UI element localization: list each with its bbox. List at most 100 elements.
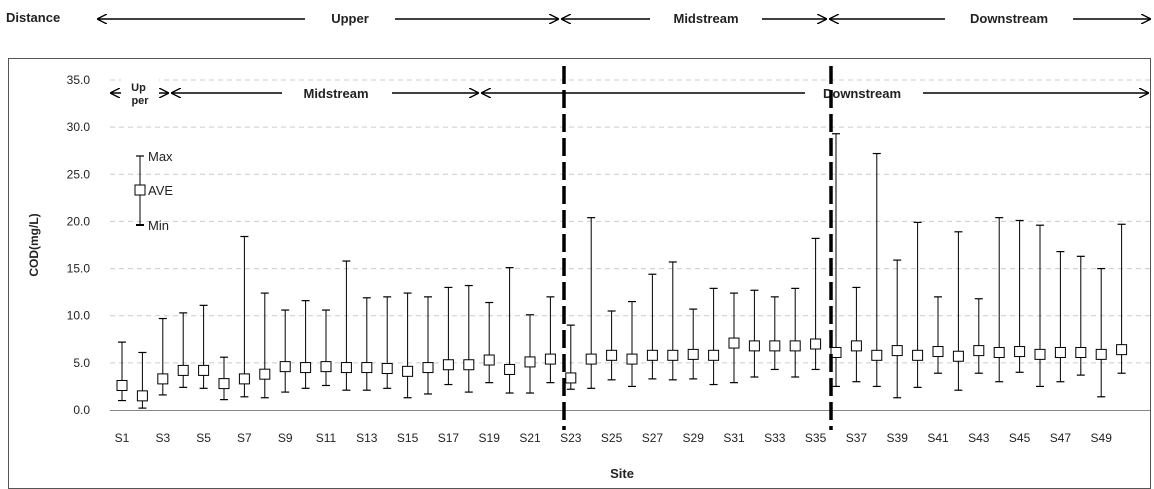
x-tick-label: S9 — [278, 431, 293, 445]
x-tick-label: S5 — [196, 431, 211, 445]
site-mark-s28 — [667, 261, 679, 381]
ave-marker — [585, 353, 597, 365]
ave-marker — [504, 363, 516, 375]
ave-marker — [626, 353, 638, 365]
x-tick-label: S15 — [397, 431, 419, 445]
ave-marker — [646, 349, 658, 361]
x-tick-label: S47 — [1050, 431, 1072, 445]
ave-marker — [748, 340, 760, 352]
ave-marker — [912, 349, 924, 361]
site-mark-s23 — [565, 324, 577, 390]
y-tick-label: 35.0 — [67, 73, 91, 87]
x-tick-label: S1 — [115, 431, 130, 445]
x-axis-title: Site — [610, 466, 634, 481]
inner-label-upper: Up per — [131, 82, 149, 107]
ave-marker — [973, 345, 985, 357]
x-tick-label: S19 — [479, 431, 501, 445]
x-tick-label: S45 — [1009, 431, 1031, 445]
grid — [110, 79, 1150, 364]
ave-marker — [1075, 346, 1087, 358]
site-mark-s27 — [646, 273, 658, 380]
x-tick-label: S39 — [887, 431, 909, 445]
banner-label-downstream: Downstream — [970, 11, 1048, 26]
ave-marker — [830, 346, 842, 358]
site-mark-s8 — [259, 292, 271, 399]
x-tick-label: S3 — [155, 431, 170, 445]
site-mark-s15 — [402, 292, 414, 399]
ave-marker — [402, 365, 414, 377]
banner-label-midstream: Midstream — [673, 11, 738, 26]
y-tick-label: 0.0 — [73, 403, 90, 417]
ave-marker — [116, 379, 128, 391]
ave-marker — [238, 373, 250, 385]
legend-min: Min — [148, 218, 169, 233]
x-axis-ticks: S1 S3 S5 S7 S9 S11 S13 S15 S17 S19 S21 S23 S25 S27 S29… — [115, 431, 1113, 445]
ave-marker — [381, 363, 393, 375]
chart-frame — [8, 58, 1151, 489]
site-mark-s2 — [136, 351, 148, 409]
x-tick-label: S11 — [316, 431, 337, 445]
site-mark-s38 — [871, 152, 883, 388]
site-mark-s33 — [769, 296, 781, 371]
site-mark-s13 — [361, 297, 373, 391]
x-tick-label: S43 — [968, 431, 990, 445]
site-mark-s22 — [544, 296, 556, 384]
site-mark-s42 — [952, 231, 964, 391]
x-tick-label: S41 — [927, 431, 949, 445]
ave-marker — [1095, 348, 1107, 360]
site-mark-s14 — [381, 296, 393, 389]
ave-marker — [259, 368, 271, 380]
ave-marker — [320, 361, 332, 373]
site-mark-s1 — [116, 341, 128, 402]
site-mark-s30 — [708, 287, 720, 386]
site-mark-s48 — [1075, 255, 1087, 376]
ave-marker — [708, 349, 720, 361]
ave-marker — [667, 349, 679, 361]
site-mark-s34 — [789, 287, 801, 378]
site-mark-s25 — [606, 310, 618, 381]
site-mark-s19 — [483, 301, 495, 384]
x-tick-label: S31 — [723, 431, 745, 445]
site-mark-s9 — [279, 309, 291, 393]
x-tick-label: S21 — [519, 431, 541, 445]
x-tick-label: S17 — [438, 431, 460, 445]
site-mark-s11 — [320, 309, 332, 387]
ave-marker — [932, 346, 944, 358]
ave-marker — [1034, 348, 1046, 360]
ave-marker — [728, 337, 740, 349]
ave-marker — [891, 345, 903, 357]
site-mark-s12 — [340, 260, 352, 391]
site-mark-s4 — [177, 312, 189, 388]
ave-marker — [524, 356, 536, 368]
banner-label-upper: Upper — [331, 11, 369, 26]
legend-ave: AVE — [148, 183, 173, 198]
site-mark-s16 — [422, 296, 434, 395]
y-tick-label: 25.0 — [67, 167, 91, 181]
ave-marker — [340, 362, 352, 374]
site-mark-s46 — [1034, 224, 1046, 388]
site-mark-s18 — [463, 284, 475, 393]
site-mark-s39 — [891, 259, 903, 399]
site-mark-s7 — [238, 235, 250, 398]
x-tick-label: S29 — [683, 431, 705, 445]
site-mark-s41 — [932, 296, 944, 374]
y-axis-title: COD(mg/L) — [27, 213, 41, 276]
site-mark-s47 — [1054, 251, 1066, 383]
ave-marker — [871, 349, 883, 361]
ave-marker — [218, 378, 230, 390]
ave-marker — [442, 359, 454, 371]
site-mark-s6 — [218, 356, 230, 401]
site-mark-s43 — [973, 298, 985, 374]
ave-marker — [157, 373, 169, 385]
x-tick-label: S25 — [601, 431, 623, 445]
site-mark-s3 — [157, 317, 169, 396]
ave-marker — [279, 361, 291, 373]
ave-marker — [300, 362, 312, 374]
y-tick-label: 30.0 — [67, 120, 91, 134]
x-tick-label: S23 — [560, 431, 582, 445]
ave-marker — [810, 338, 822, 350]
inner-label-midstream: Midstream — [303, 86, 368, 101]
site-mark-s26 — [626, 300, 638, 388]
site-mark-s17 — [442, 286, 454, 386]
site-mark-s44 — [993, 217, 1005, 383]
